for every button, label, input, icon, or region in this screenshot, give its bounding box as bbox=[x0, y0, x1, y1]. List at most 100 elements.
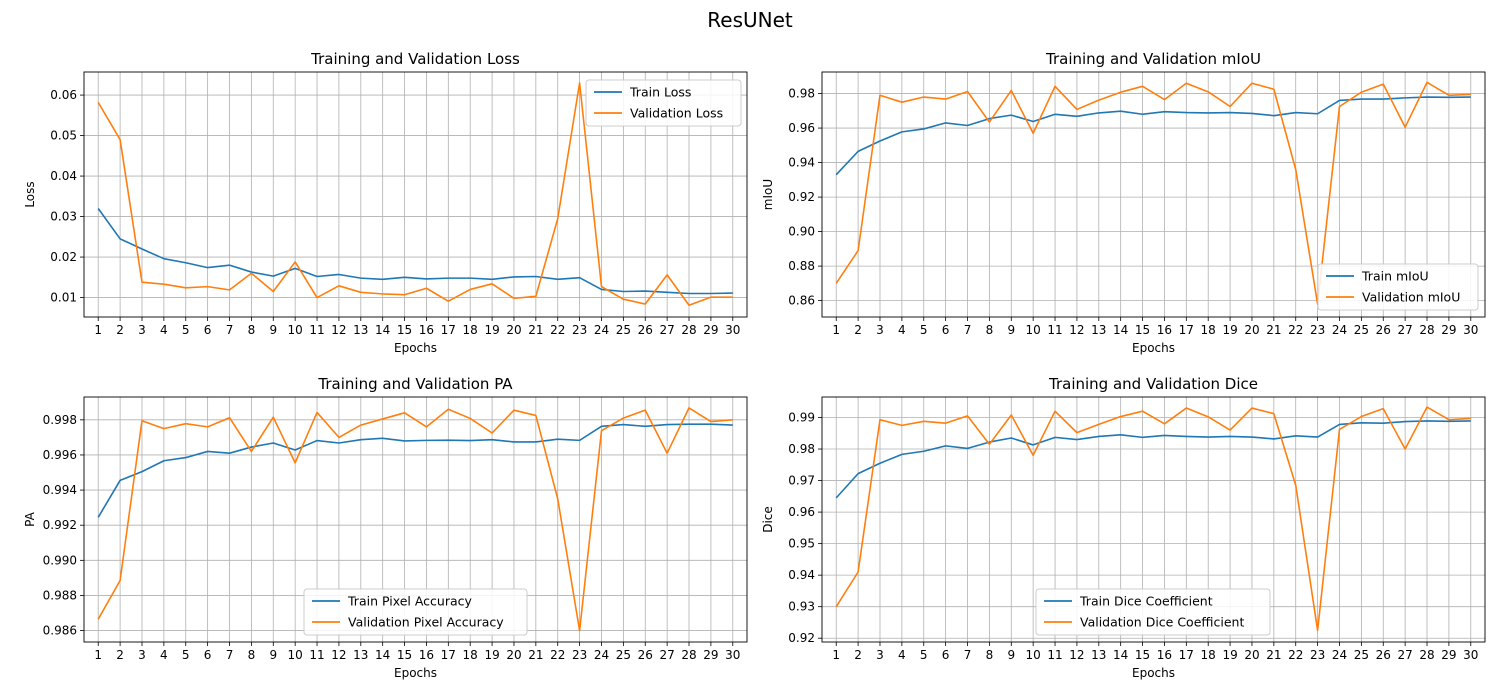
y-tick-label: 0.94 bbox=[788, 568, 815, 582]
y-tick-label: 0.95 bbox=[788, 537, 815, 551]
x-tick-label: 26 bbox=[638, 323, 653, 337]
y-tick-label: 0.06 bbox=[50, 88, 77, 102]
x-tick-label: 29 bbox=[703, 323, 718, 337]
axes-frame bbox=[83, 396, 748, 643]
x-tick-label: 26 bbox=[1376, 648, 1391, 662]
x-tick-label: 28 bbox=[1419, 648, 1434, 662]
x-tick-label: 3 bbox=[138, 323, 146, 337]
chart-title: Training and Validation PA bbox=[317, 375, 513, 393]
chart-title: Training and Validation Loss bbox=[310, 50, 520, 68]
x-tick-label: 15 bbox=[397, 648, 412, 662]
x-tick-label: 16 bbox=[1157, 648, 1172, 662]
x-tick-label: 27 bbox=[1397, 648, 1412, 662]
legend: Train Loss Validation Loss bbox=[585, 79, 742, 127]
x-tick-label: 28 bbox=[681, 323, 696, 337]
x-tick-label: 20 bbox=[1244, 648, 1259, 662]
x-tick-label: 15 bbox=[1135, 648, 1150, 662]
legend-box bbox=[585, 79, 742, 127]
x-tick-label: 9 bbox=[269, 323, 277, 337]
x-tick-label: 11 bbox=[1047, 323, 1062, 337]
x-tick-label: 15 bbox=[397, 323, 412, 337]
x-tick-label: 25 bbox=[616, 648, 631, 662]
x-tick-label: 26 bbox=[1376, 323, 1391, 337]
x-tick-label: 7 bbox=[226, 648, 234, 662]
x-tick-label: 11 bbox=[1047, 648, 1062, 662]
x-tick-label: 14 bbox=[1113, 648, 1128, 662]
x-tick-label: 25 bbox=[1354, 323, 1369, 337]
y-tick-label: 0.988 bbox=[43, 588, 77, 602]
y-tick-label: 0.04 bbox=[50, 169, 77, 183]
x-tick-label: 6 bbox=[942, 323, 950, 337]
legend-box bbox=[303, 588, 528, 636]
x-tick-label: 13 bbox=[1091, 648, 1106, 662]
x-tick-label: 19 bbox=[1222, 323, 1237, 337]
x-tick-label: 5 bbox=[920, 648, 928, 662]
x-tick-label: 10 bbox=[1026, 323, 1041, 337]
y-tick-label: 0.992 bbox=[43, 518, 77, 532]
x-tick-label: 9 bbox=[1007, 323, 1015, 337]
x-tick-label: 16 bbox=[1157, 323, 1172, 337]
x-axis-label: Epochs bbox=[1132, 666, 1175, 680]
x-tick-label: 12 bbox=[331, 648, 346, 662]
x-tick-label: 21 bbox=[1266, 323, 1281, 337]
y-tick-label: 0.93 bbox=[788, 600, 815, 614]
legend-entry: Validation Loss bbox=[630, 106, 723, 121]
x-tick-label: 4 bbox=[898, 648, 906, 662]
x-tick-label: 12 bbox=[331, 323, 346, 337]
x-tick-label: 2 bbox=[116, 648, 124, 662]
y-tick-label: 0.994 bbox=[43, 483, 77, 497]
x-tick-label: 8 bbox=[248, 323, 256, 337]
legend-entry: Validation mIoU bbox=[1362, 290, 1460, 305]
legend-box bbox=[1035, 588, 1271, 636]
x-tick-label: 6 bbox=[204, 648, 212, 662]
x-tick-label: 28 bbox=[1419, 323, 1434, 337]
x-tick-label: 20 bbox=[506, 323, 521, 337]
y-tick-label: 0.998 bbox=[43, 413, 77, 427]
x-tick-label: 24 bbox=[1332, 323, 1347, 337]
y-tick-label: 0.90 bbox=[788, 225, 815, 239]
x-tick-label: 22 bbox=[550, 648, 565, 662]
y-tick-label: 0.96 bbox=[788, 121, 815, 135]
legend: Train Dice Coefficient Validation Dice Co… bbox=[1035, 588, 1271, 636]
x-tick-label: 8 bbox=[986, 323, 994, 337]
y-tick-label: 0.986 bbox=[43, 624, 77, 638]
legend-entry: Train Dice Coefficient bbox=[1079, 594, 1213, 609]
x-tick-label: 6 bbox=[942, 648, 950, 662]
x-tick-label: 3 bbox=[138, 648, 146, 662]
y-tick-label: 0.96 bbox=[788, 505, 815, 519]
x-tick-label: 2 bbox=[854, 323, 862, 337]
x-tick-label: 21 bbox=[528, 323, 543, 337]
x-tick-label: 22 bbox=[1288, 648, 1303, 662]
x-tick-label: 29 bbox=[1441, 648, 1456, 662]
legend-entry: Train mIoU bbox=[1361, 269, 1429, 284]
x-tick-label: 21 bbox=[1266, 648, 1281, 662]
x-tick-label: 2 bbox=[116, 323, 124, 337]
series-line-train bbox=[835, 96, 1471, 176]
series-line-train bbox=[835, 420, 1471, 499]
y-tick-label: 0.88 bbox=[788, 259, 815, 273]
x-tick-label: 23 bbox=[572, 648, 587, 662]
x-tick-label: 11 bbox=[309, 323, 324, 337]
y-axis-label: mIoU bbox=[761, 179, 775, 210]
x-tick-label: 5 bbox=[920, 323, 928, 337]
y-tick-label: 0.98 bbox=[788, 442, 815, 456]
legend: Train mIoU Validation mIoU bbox=[1317, 263, 1479, 311]
x-tick-label: 17 bbox=[1179, 648, 1194, 662]
legend-entry: Validation Pixel Accuracy bbox=[348, 615, 504, 630]
figure-title: ResUNet bbox=[707, 8, 793, 32]
x-tick-label: 7 bbox=[964, 323, 972, 337]
x-tick-label: 23 bbox=[1310, 323, 1325, 337]
y-tick-label: 0.01 bbox=[50, 291, 77, 305]
series-line-validation bbox=[97, 82, 733, 307]
x-tick-label: 22 bbox=[1288, 323, 1303, 337]
y-axis-label: Loss bbox=[23, 181, 37, 207]
x-tick-label: 14 bbox=[375, 648, 390, 662]
x-tick-label: 9 bbox=[269, 648, 277, 662]
x-tick-label: 1 bbox=[832, 323, 840, 337]
x-tick-label: 24 bbox=[594, 323, 609, 337]
y-tick-label: 0.05 bbox=[50, 129, 77, 143]
x-tick-label: 17 bbox=[441, 648, 456, 662]
y-tick-label: 0.99 bbox=[788, 410, 815, 424]
x-tick-label: 19 bbox=[484, 323, 499, 337]
y-tick-label: 0.02 bbox=[50, 250, 77, 264]
